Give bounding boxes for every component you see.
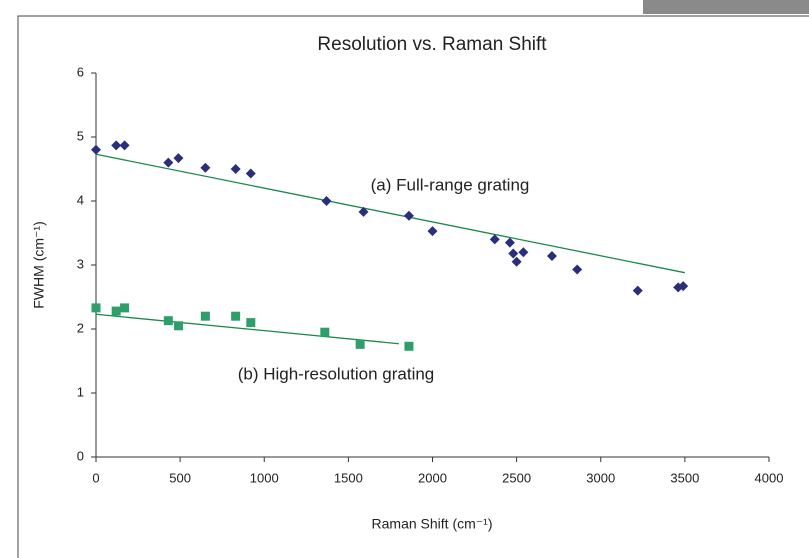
data-point <box>111 306 121 316</box>
y-axis-label: FWHM (cm⁻¹) <box>31 221 47 308</box>
y-tick-label: 0 <box>77 448 84 463</box>
annotation: (a) Full-range grating <box>371 175 530 194</box>
data-point <box>320 327 330 337</box>
data-point <box>245 168 256 179</box>
data-point <box>427 226 438 237</box>
x-tick-label: 1000 <box>250 470 279 485</box>
x-tick-label: 3000 <box>586 470 615 485</box>
annotation: (b) High-resolution grating <box>238 364 435 383</box>
data-point <box>231 311 241 321</box>
data-point <box>173 153 184 164</box>
y-tick-label: 6 <box>77 64 84 79</box>
data-point <box>111 140 122 151</box>
data-point <box>200 162 211 173</box>
y-tick-label: 3 <box>77 256 84 271</box>
data-point <box>546 251 557 262</box>
data-point <box>572 264 583 275</box>
corner-tab <box>643 0 809 14</box>
data-point <box>678 281 689 292</box>
data-point <box>358 206 369 217</box>
x-tick-label: 1500 <box>334 470 363 485</box>
x-tick-label: 3500 <box>670 470 699 485</box>
data-point <box>403 210 414 221</box>
y-tick-label: 1 <box>77 384 84 399</box>
data-point <box>404 341 414 351</box>
data-point <box>355 339 365 349</box>
x-axis-label: Raman Shift (cm⁻¹) <box>372 516 493 532</box>
y-tick-label: 4 <box>77 192 84 207</box>
data-point <box>173 321 183 331</box>
data-point <box>91 303 101 313</box>
data-point <box>321 196 332 206</box>
data-point <box>230 164 241 174</box>
x-tick-label: 500 <box>169 470 191 485</box>
y-tick-label: 2 <box>77 320 84 335</box>
x-tick-label: 0 <box>92 470 99 485</box>
x-tick-label: 2000 <box>418 470 447 485</box>
data-point <box>489 234 500 245</box>
data-point <box>518 247 529 258</box>
data-point <box>91 144 101 155</box>
y-tick-label: 5 <box>77 128 84 143</box>
data-point <box>632 285 643 296</box>
data-point <box>246 318 256 328</box>
data-point <box>163 157 174 168</box>
data-point <box>508 248 519 259</box>
data-point <box>200 311 210 321</box>
data-point <box>511 256 522 267</box>
trend-line <box>95 313 399 345</box>
trend-line <box>95 153 686 274</box>
frame <box>17 15 809 558</box>
chart-title: Resolution vs. Raman Shift <box>317 34 547 55</box>
data-point <box>504 237 515 248</box>
data-point <box>120 303 130 313</box>
data-point <box>119 140 130 151</box>
x-tick-label: 2500 <box>502 470 531 485</box>
x-tick-label: 4000 <box>755 470 784 485</box>
data-point <box>163 316 173 326</box>
